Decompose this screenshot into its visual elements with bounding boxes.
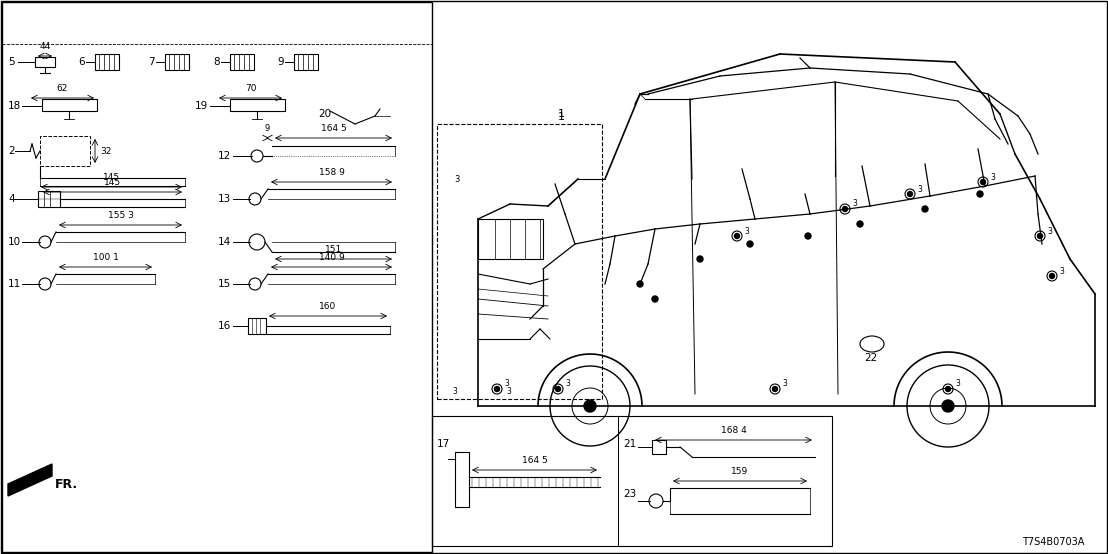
Bar (42, 99, 98, 111)
Circle shape (981, 179, 985, 184)
Bar (95, 54, 119, 70)
Text: 15: 15 (218, 279, 232, 289)
Text: 145: 145 (103, 173, 120, 182)
Text: T7S4B0703A: T7S4B0703A (1022, 537, 1085, 547)
Text: 1: 1 (558, 112, 565, 122)
Text: 3: 3 (452, 387, 456, 396)
Text: 1: 1 (558, 109, 565, 119)
Text: 3: 3 (782, 379, 787, 388)
Circle shape (1049, 274, 1055, 279)
Circle shape (772, 387, 778, 392)
Bar (230, 54, 254, 70)
Bar (40, 136, 90, 166)
Text: 2: 2 (8, 146, 14, 156)
Polygon shape (8, 464, 52, 496)
Text: 145: 145 (104, 178, 121, 187)
Text: 23: 23 (623, 489, 636, 499)
Circle shape (942, 400, 954, 412)
Text: 62: 62 (57, 84, 69, 93)
Bar (294, 54, 318, 70)
Text: 11: 11 (8, 279, 21, 289)
Text: 140 9: 140 9 (319, 253, 345, 262)
Text: 3: 3 (565, 379, 570, 388)
Circle shape (806, 233, 811, 239)
Text: 159: 159 (731, 467, 749, 476)
Text: 5: 5 (8, 57, 14, 67)
Bar (437, 124, 602, 399)
Circle shape (652, 296, 658, 302)
Bar (455, 452, 469, 507)
Circle shape (922, 206, 929, 212)
Text: 9: 9 (277, 57, 284, 67)
Text: 4: 4 (8, 194, 14, 204)
Bar (165, 54, 189, 70)
Circle shape (494, 387, 500, 392)
Text: 3: 3 (917, 184, 922, 193)
Text: 3: 3 (504, 379, 509, 388)
Text: 158 9: 158 9 (319, 168, 345, 177)
Circle shape (555, 387, 561, 392)
Text: 100 1: 100 1 (93, 253, 119, 262)
Text: 164 5: 164 5 (522, 456, 547, 465)
Text: 6: 6 (78, 57, 84, 67)
Text: 7: 7 (148, 57, 155, 67)
Text: FR.: FR. (55, 478, 79, 490)
Text: 3: 3 (506, 387, 511, 396)
Text: 164 5: 164 5 (320, 124, 347, 133)
Circle shape (584, 400, 596, 412)
Text: 22: 22 (864, 353, 878, 363)
Text: 13: 13 (218, 194, 232, 204)
Text: 160: 160 (319, 302, 337, 311)
Text: 16: 16 (218, 321, 232, 331)
Circle shape (735, 233, 739, 239)
Circle shape (842, 207, 848, 212)
Circle shape (1037, 233, 1043, 239)
Text: 20: 20 (318, 109, 331, 119)
Text: 21: 21 (623, 439, 636, 449)
Text: 14: 14 (218, 237, 232, 247)
Text: 44: 44 (40, 42, 51, 51)
Circle shape (697, 256, 702, 262)
Text: 3: 3 (1047, 227, 1051, 235)
Bar (35, 57, 55, 67)
Text: 3: 3 (852, 199, 856, 208)
Text: 18: 18 (8, 101, 21, 111)
Bar (2, 2, 432, 552)
Text: 3: 3 (955, 379, 960, 388)
Bar (432, 416, 832, 546)
Text: 10: 10 (8, 237, 21, 247)
Text: 70: 70 (245, 84, 256, 93)
Circle shape (945, 387, 951, 392)
Text: 19: 19 (195, 101, 208, 111)
Circle shape (637, 281, 643, 287)
Text: 168 4: 168 4 (720, 426, 747, 435)
Text: 3: 3 (454, 175, 460, 183)
Text: 3: 3 (1059, 266, 1064, 275)
Text: 3: 3 (991, 172, 995, 182)
Text: 9: 9 (265, 124, 270, 133)
Text: 8: 8 (213, 57, 219, 67)
Bar (478, 219, 543, 259)
Text: 151: 151 (325, 245, 342, 254)
Bar (230, 99, 285, 111)
Text: 17: 17 (437, 439, 450, 449)
Circle shape (907, 192, 913, 197)
Text: 32: 32 (100, 146, 112, 156)
Text: 3: 3 (743, 227, 749, 235)
Circle shape (747, 241, 753, 247)
Text: 155 3: 155 3 (107, 211, 133, 220)
Text: 12: 12 (218, 151, 232, 161)
Bar (652, 440, 666, 454)
Circle shape (856, 221, 863, 227)
Bar (248, 318, 266, 334)
Circle shape (977, 191, 983, 197)
Bar (38, 191, 60, 207)
